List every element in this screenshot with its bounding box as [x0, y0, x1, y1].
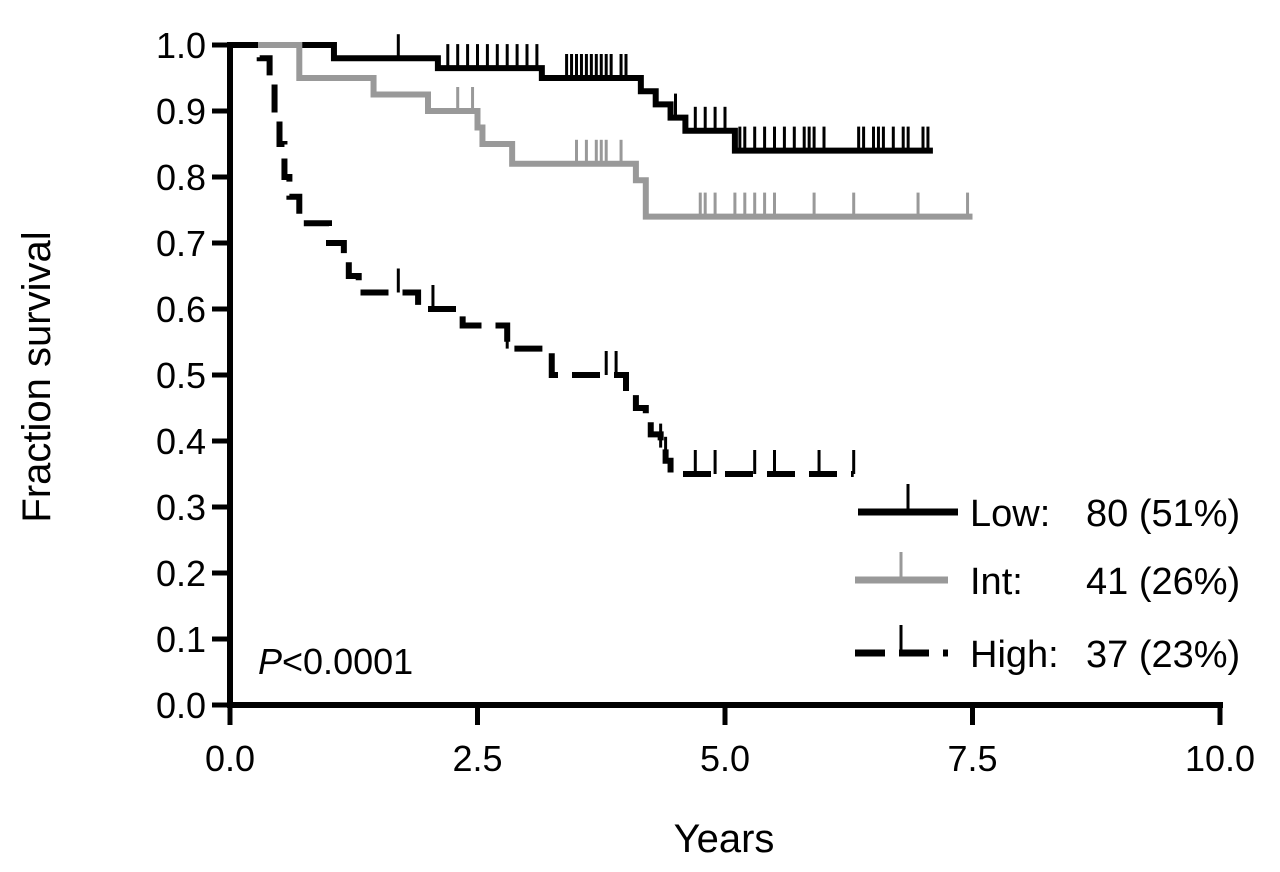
p-value-annotation: P<0.0001 — [258, 641, 413, 682]
legend-count-high: 37 (23%) — [1086, 634, 1240, 676]
y-tick-label: 0.8 — [156, 157, 206, 198]
survival-curve-low — [230, 42, 933, 154]
legend-count-low: 80 (51%) — [1086, 493, 1240, 535]
x-tick-label: 5.0 — [700, 738, 750, 779]
legend-label-low: Low: — [970, 493, 1050, 535]
ticks: 0.0 0.1 0.2 0.3 0.4 0.5 0.6 0.7 0.8 0.9 1.0 0.0 2.5 5… — [156, 25, 1255, 779]
y-tick-label: 0.3 — [156, 487, 206, 528]
series-layer — [230, 34, 973, 477]
series-low — [230, 34, 933, 154]
y-tick-label: 0.6 — [156, 289, 206, 330]
p-value-symbol: P — [258, 641, 282, 682]
p-value-text: <0.0001 — [282, 641, 413, 682]
survival-curve-high — [230, 42, 854, 477]
series-int — [230, 42, 973, 220]
x-tick-label: 0.0 — [205, 738, 255, 779]
x-tick-label: 10.0 — [1185, 738, 1255, 779]
y-tick-label: 0.0 — [156, 685, 206, 726]
legend: Low: 80 (51%) Int: 41 (26%) High: 37 (23… — [855, 484, 1240, 676]
survival-curve-int — [230, 42, 973, 220]
legend-entry-int: Int: 41 (26%) — [855, 552, 1240, 603]
legend-count-int: 41 (26%) — [1086, 561, 1240, 603]
x-axis-title: Years — [674, 817, 775, 861]
legend-label-high: High: — [970, 634, 1059, 676]
y-tick-label: 0.7 — [156, 223, 206, 264]
y-tick-label: 0.5 — [156, 355, 206, 396]
y-tick-label: 1.0 — [156, 25, 206, 66]
y-tick-label: 0.9 — [156, 91, 206, 132]
y-tick-label: 0.4 — [156, 421, 206, 462]
y-axis-title: Fraction survival — [15, 231, 59, 522]
series-high — [230, 42, 856, 477]
x-tick-label: 2.5 — [452, 738, 502, 779]
x-tick-label: 7.5 — [947, 738, 997, 779]
legend-entry-low: Low: 80 (51%) — [858, 484, 1240, 535]
y-tick-label: 0.2 — [156, 553, 206, 594]
axes — [227, 42, 1223, 708]
legend-label-int: Int: — [970, 561, 1023, 603]
y-tick-label: 0.1 — [156, 619, 206, 660]
legend-entry-high: High: 37 (23%) — [855, 625, 1240, 676]
